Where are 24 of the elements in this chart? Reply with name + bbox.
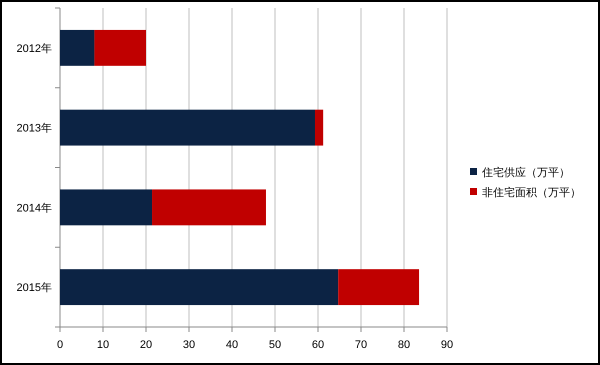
bar [314, 110, 324, 146]
x-tick-label: 0 [56, 339, 64, 351]
legend-label: 非住宅面积（万平） [482, 186, 581, 199]
x-tick-label: 20 [140, 339, 152, 351]
x-tick-label: 90 [440, 339, 454, 351]
bar [338, 269, 420, 306]
x-tick-label: 60 [312, 339, 324, 351]
x-tick-label: 30 [182, 339, 196, 351]
x-tick-label: 10 [96, 339, 110, 351]
bar [152, 189, 266, 226]
x-tick-label: 40 [226, 339, 238, 351]
x-tick-label: 80 [398, 339, 410, 351]
y-tick-label: 2015年 [16, 282, 52, 294]
bar [94, 30, 146, 66]
bar [60, 269, 338, 306]
y-tick-label: 2012年 [16, 42, 52, 55]
bar [60, 189, 152, 226]
bar [60, 30, 94, 66]
y-tick-label: 2014年 [16, 202, 52, 214]
y-tick-label: 2013年 [16, 122, 52, 135]
legend-label: 住宅供应（万平） [482, 166, 570, 179]
bar [60, 110, 315, 146]
x-tick-label: 50 [268, 339, 282, 351]
x-tick-label: 70 [354, 339, 368, 351]
